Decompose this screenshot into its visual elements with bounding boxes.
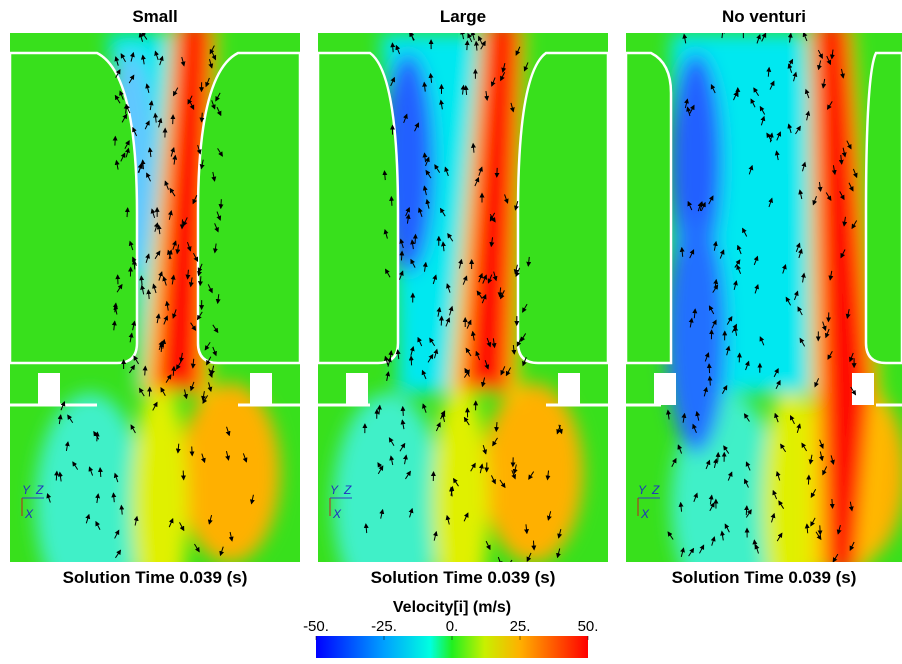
panel-caption: Solution Time 0.039 (s) [672, 568, 857, 587]
colorbar-tick-label: 0. [446, 618, 459, 635]
wall [518, 53, 608, 363]
arrow [202, 113, 203, 122]
arrow [467, 41, 468, 50]
arrow [710, 377, 711, 386]
notch [250, 373, 272, 405]
blob [132, 383, 188, 623]
arrow [127, 208, 128, 217]
triad-label: Z [343, 483, 352, 497]
arrow [718, 453, 719, 462]
panel-title: No venturi [722, 7, 806, 26]
wall [198, 53, 300, 363]
wall [318, 53, 398, 363]
arrow [832, 499, 833, 508]
arrow [221, 199, 222, 208]
panel-caption: Solution Time 0.039 (s) [371, 568, 556, 587]
panel-caption: Solution Time 0.039 (s) [63, 568, 248, 587]
notch [346, 373, 368, 405]
triad-label: Z [35, 483, 44, 497]
wall [626, 53, 671, 363]
triad-label: X [24, 507, 34, 521]
arrow [746, 506, 747, 515]
colorbar-tick-label: -25. [371, 618, 397, 635]
arrow [141, 276, 142, 285]
field [318, 23, 608, 623]
notch [38, 373, 60, 405]
arrow [403, 407, 404, 416]
notch [654, 373, 676, 405]
arrow [533, 541, 534, 550]
panel-title: Large [440, 7, 486, 26]
wall [866, 53, 902, 363]
arrow [401, 251, 402, 260]
triad-label: Y [638, 483, 647, 497]
colorbar-tick-label: -50. [303, 618, 329, 635]
arrow [496, 422, 497, 431]
arrow [145, 366, 146, 375]
arrow [56, 471, 57, 480]
field [626, 23, 902, 623]
blob [666, 213, 726, 453]
arrow [391, 197, 392, 206]
colorbar-tick-label: 50. [578, 618, 599, 635]
notch [852, 373, 874, 405]
triad-label: Z [651, 483, 660, 497]
colorbar-tick-label: 25. [510, 618, 531, 635]
triad-label: X [640, 507, 650, 521]
notch [558, 373, 580, 405]
panel-title: Small [132, 7, 177, 26]
colorbar-title: Velocity[i] (m/s) [393, 599, 511, 616]
triad-label: X [332, 507, 342, 521]
triad-label: Y [22, 483, 31, 497]
triad-label: Y [330, 483, 339, 497]
field [10, 23, 300, 623]
blob [180, 383, 280, 563]
arrow [820, 525, 821, 534]
